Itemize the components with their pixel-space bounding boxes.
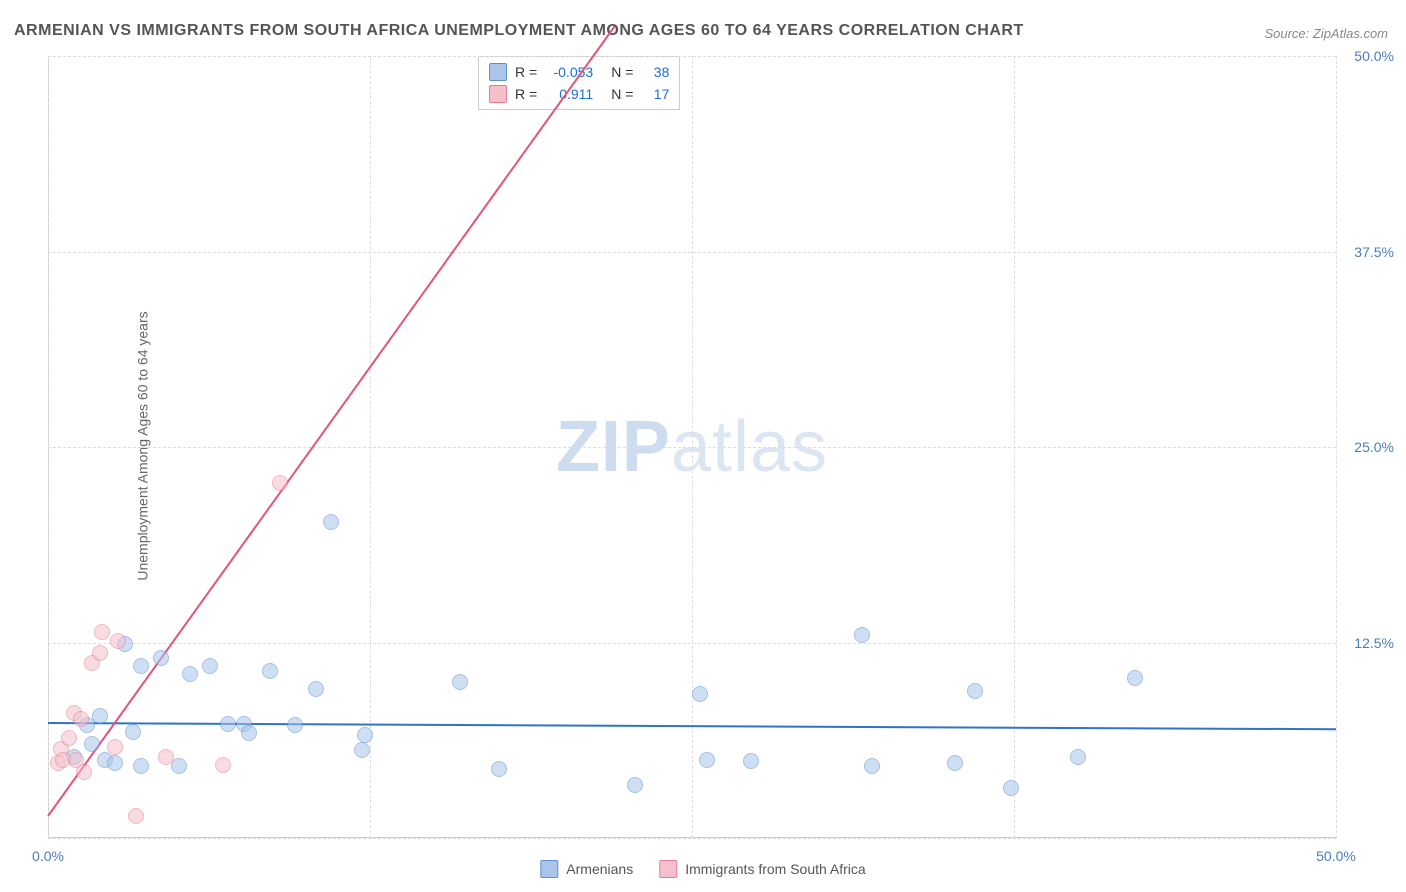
data-point xyxy=(967,683,983,699)
x-tick-label: 50.0% xyxy=(1316,848,1356,864)
data-point xyxy=(92,708,108,724)
data-point xyxy=(287,717,303,733)
legend-label-1: Immigrants from South Africa xyxy=(685,861,866,877)
data-point xyxy=(1127,670,1143,686)
data-point xyxy=(854,627,870,643)
data-point xyxy=(308,681,324,697)
data-point xyxy=(61,730,77,746)
data-point xyxy=(220,716,236,732)
data-point xyxy=(133,758,149,774)
legend-item-0: Armenians xyxy=(540,860,633,878)
swatch-series-0 xyxy=(489,63,507,81)
y-tick-label: 50.0% xyxy=(1354,48,1394,64)
data-point xyxy=(84,736,100,752)
y-tick-label: 25.0% xyxy=(1354,439,1394,455)
legend-swatch-1 xyxy=(659,860,677,878)
data-point xyxy=(76,764,92,780)
data-point xyxy=(357,727,373,743)
stats-n-label-0: N = xyxy=(611,61,633,83)
chart-plot-area: ZIPatlas R = -0.053 N = 38 R = 0.911 N =… xyxy=(48,56,1336,838)
chart-title: ARMENIAN VS IMMIGRANTS FROM SOUTH AFRICA… xyxy=(14,22,1024,40)
swatch-series-1 xyxy=(489,85,507,103)
data-point xyxy=(1070,749,1086,765)
data-point xyxy=(947,755,963,771)
stats-n-value-1: 17 xyxy=(641,83,669,105)
data-point xyxy=(864,758,880,774)
stats-row-1: R = 0.911 N = 17 xyxy=(489,83,669,105)
stats-n-value-0: 38 xyxy=(641,61,669,83)
data-point xyxy=(215,757,231,773)
data-point xyxy=(699,752,715,768)
stats-box: R = -0.053 N = 38 R = 0.911 N = 17 xyxy=(478,56,680,110)
data-point xyxy=(158,749,174,765)
data-point xyxy=(182,666,198,682)
data-point xyxy=(107,755,123,771)
stats-r-label-0: R = xyxy=(515,61,537,83)
data-point xyxy=(1003,780,1019,796)
data-point xyxy=(627,777,643,793)
data-point xyxy=(94,624,110,640)
data-point xyxy=(110,633,126,649)
data-point xyxy=(73,711,89,727)
x-tick-label: 0.0% xyxy=(32,848,64,864)
data-point xyxy=(171,758,187,774)
data-point xyxy=(452,674,468,690)
source-label: Source: ZipAtlas.com xyxy=(1264,26,1388,41)
gridline-v xyxy=(370,56,371,838)
data-point xyxy=(133,658,149,674)
legend-label-0: Armenians xyxy=(566,861,633,877)
legend-swatch-0 xyxy=(540,860,558,878)
data-point xyxy=(272,475,288,491)
gridline-v xyxy=(1336,56,1337,838)
gridline-v xyxy=(1014,56,1015,838)
data-point xyxy=(323,514,339,530)
stats-n-label-1: N = xyxy=(611,83,633,105)
gridline-h xyxy=(48,838,1336,839)
trend-line xyxy=(47,25,615,816)
data-point xyxy=(125,724,141,740)
data-point xyxy=(491,761,507,777)
y-tick-label: 37.5% xyxy=(1354,244,1394,260)
gridline-v xyxy=(48,56,49,838)
gridline-v xyxy=(692,56,693,838)
data-point xyxy=(262,663,278,679)
data-point xyxy=(107,739,123,755)
data-point xyxy=(241,725,257,741)
data-point xyxy=(743,753,759,769)
y-tick-label: 12.5% xyxy=(1354,635,1394,651)
data-point xyxy=(692,686,708,702)
data-point xyxy=(354,742,370,758)
data-point xyxy=(128,808,144,824)
stats-r-label-1: R = xyxy=(515,83,537,105)
legend-item-1: Immigrants from South Africa xyxy=(659,860,866,878)
data-point xyxy=(153,650,169,666)
data-point xyxy=(92,645,108,661)
legend: Armenians Immigrants from South Africa xyxy=(540,860,865,878)
data-point xyxy=(202,658,218,674)
